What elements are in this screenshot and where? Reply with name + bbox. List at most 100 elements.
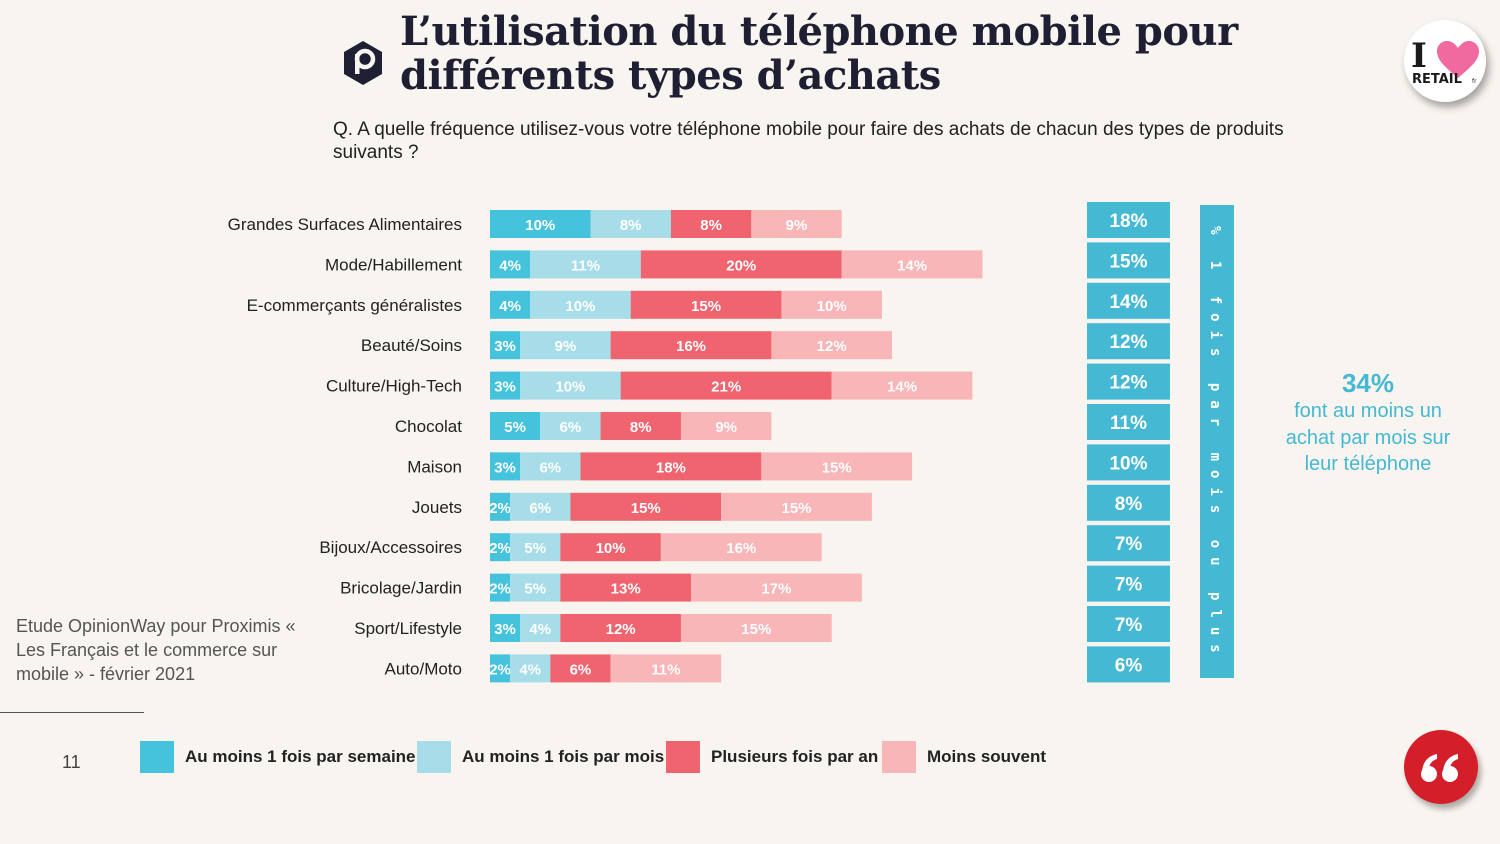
- total-box: [1087, 646, 1170, 683]
- highlight-callout: 34% font au moins un achat par mois sur …: [1268, 368, 1468, 478]
- bar-segment-weekly: [490, 533, 511, 562]
- data-label-monthly: 8%: [620, 217, 642, 234]
- total-value: 12%: [1109, 332, 1147, 353]
- total-box: [1087, 363, 1170, 400]
- data-label-less: 15%: [782, 500, 812, 517]
- data-label-weekly: 2%: [489, 540, 511, 557]
- i-love-retail-badge: I RETAIL fr: [1404, 20, 1486, 102]
- legend-swatch-less: [882, 741, 916, 773]
- bar-segment-yearly: [580, 452, 762, 481]
- data-label-monthly: 9%: [555, 338, 577, 355]
- data-label-weekly: 3%: [494, 379, 516, 396]
- bar-segment-weekly: [490, 331, 521, 360]
- data-label-weekly: 4%: [499, 298, 521, 315]
- total-value: 6%: [1115, 655, 1143, 676]
- bar-segment-monthly: [520, 614, 561, 642]
- data-label-weekly: 2%: [489, 661, 511, 678]
- quote-badge: [1404, 730, 1478, 804]
- bar-segment-monthly: [530, 290, 631, 319]
- category-label: Jouets: [412, 498, 462, 517]
- data-label-yearly: 8%: [630, 419, 652, 436]
- bar-segment-yearly: [560, 573, 691, 602]
- total-box: [1087, 404, 1170, 440]
- bar-segment-less: [781, 290, 882, 319]
- source-divider: [0, 712, 144, 713]
- legend-label-yearly: Plusieurs fois par an: [711, 747, 879, 766]
- category-label: E-commerçants généralistes: [247, 296, 462, 315]
- total-box: [1087, 484, 1170, 521]
- bar-segment-yearly: [610, 331, 772, 360]
- data-label-monthly: 6%: [539, 459, 561, 476]
- bar-segment-less: [761, 452, 913, 481]
- highlight-value: 34%: [1341, 368, 1395, 398]
- bar-segment-yearly: [640, 250, 842, 279]
- category-label: Beauté/Soins: [361, 336, 462, 355]
- data-label-weekly: 5%: [504, 419, 526, 436]
- bar-segment-monthly: [510, 492, 571, 521]
- bar-segment-monthly: [510, 654, 551, 683]
- data-label-monthly: 4%: [519, 661, 541, 678]
- data-label-yearly: 12%: [606, 621, 636, 638]
- data-label-less: 14%: [897, 257, 927, 274]
- bar-segment-yearly: [560, 533, 661, 562]
- badge-suffix: fr: [1472, 78, 1477, 85]
- category-label: Chocolat: [395, 417, 462, 436]
- bar-segment-monthly: [520, 452, 581, 481]
- bar-segment-monthly: [590, 210, 671, 238]
- data-label-less: 11%: [651, 661, 680, 678]
- data-label-less: 14%: [887, 379, 917, 396]
- badge-word-retail: RETAIL: [1412, 72, 1462, 87]
- data-label-monthly: 5%: [524, 581, 546, 598]
- legend-item-monthly: Au moins 1 fois par mois: [417, 741, 664, 773]
- data-label-monthly: 6%: [560, 419, 582, 436]
- bar-segment-yearly: [550, 654, 611, 683]
- category-label: Auto/Moto: [385, 659, 463, 678]
- total-value: 14%: [1109, 292, 1147, 313]
- bar-segment-less: [721, 492, 872, 521]
- title-line-1: L’utilisation du téléphone mobile pour: [400, 8, 1238, 55]
- data-label-yearly: 16%: [676, 338, 706, 355]
- data-label-yearly: 10%: [596, 540, 626, 557]
- total-value: 7%: [1115, 615, 1143, 636]
- proximis-logo-icon: [344, 41, 382, 85]
- bar-segment-weekly: [490, 573, 511, 602]
- total-box: [1087, 606, 1170, 642]
- bar-segment-weekly: [490, 371, 521, 400]
- category-label: Sport/Lifestyle: [354, 619, 462, 638]
- bar-segment-yearly: [670, 210, 752, 238]
- total-box: [1087, 202, 1170, 238]
- data-label-weekly: 2%: [489, 581, 511, 598]
- data-label-monthly: 6%: [529, 500, 551, 517]
- bar-segment-weekly: [490, 654, 511, 683]
- total-box: [1087, 323, 1170, 360]
- bar-segment-weekly: [490, 250, 531, 279]
- data-label-monthly: 10%: [565, 298, 595, 315]
- bar-segment-weekly: [490, 290, 531, 319]
- category-label: Culture/High-Tech: [326, 377, 462, 396]
- badge-letter-i: I: [1411, 36, 1427, 76]
- data-label-yearly: 20%: [726, 257, 756, 274]
- legend-label-monthly: Au moins 1 fois par mois: [462, 747, 665, 766]
- category-label: Grandes Surfaces Alimentaires: [228, 215, 462, 234]
- totals-caption-bar: [1200, 205, 1234, 678]
- category-label: Maison: [407, 457, 462, 476]
- data-label-monthly: 4%: [529, 621, 551, 638]
- bar-segment-yearly: [630, 290, 782, 319]
- quote-icon: [1421, 754, 1458, 782]
- totals-caption: % 1 fois par mois ou plus: [1207, 226, 1223, 662]
- bar-segment-monthly: [520, 331, 611, 360]
- data-label-yearly: 6%: [570, 661, 592, 678]
- data-label-monthly: 5%: [524, 540, 546, 557]
- bar-segment-less: [660, 533, 822, 562]
- bar-segment-less: [680, 614, 832, 642]
- total-value: 12%: [1109, 373, 1147, 394]
- category-label: Bricolage/Jardin: [340, 579, 462, 598]
- highlight-text: font au moins un achat par mois sur leur…: [1285, 400, 1451, 475]
- total-box: [1087, 444, 1170, 481]
- category-label: Mode/Habillement: [325, 255, 462, 274]
- bar-segment-monthly: [510, 573, 561, 602]
- data-label-weekly: 10%: [525, 217, 555, 234]
- bar-segment-less: [691, 573, 862, 602]
- legend-item-yearly: Plusieurs fois par an: [666, 741, 878, 773]
